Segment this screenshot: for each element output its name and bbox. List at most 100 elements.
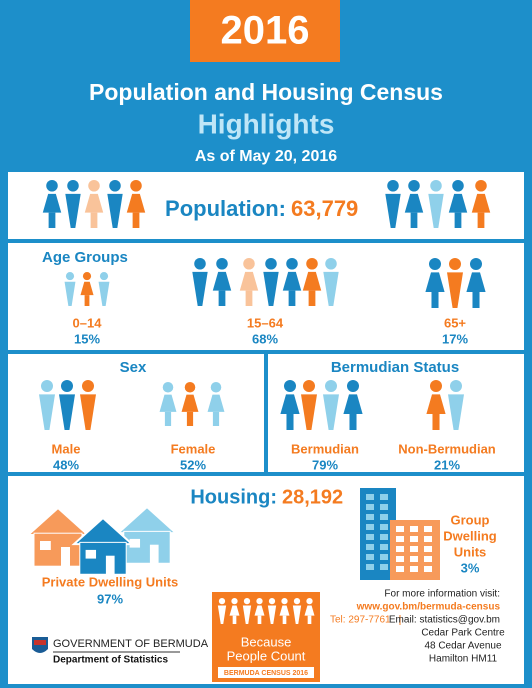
house-window [129,538,141,548]
person-head [184,382,196,393]
logo-caption: BERMUDA CENSUS 2016 [224,670,308,677]
status-label: Non-Bermudian [398,441,496,456]
age-percent: 68% [252,331,278,346]
government-logo: GOVERNMENT OF BERMUDA Department of Stat… [32,637,209,666]
year: 2016 [221,9,310,53]
status-percent: 79% [312,457,338,472]
logo-line: People Count [227,648,306,663]
building-window [380,494,388,500]
person-head [286,258,298,270]
sex-percent: 48% [53,457,79,472]
person-head [218,598,226,605]
person-head [46,180,58,192]
person-body [282,271,302,291]
person-body [98,281,110,306]
group-label: Group [451,512,490,527]
person-body [404,193,424,213]
logo-caption-box [218,667,314,678]
person-body [39,394,55,430]
person-body [217,605,227,624]
population-value: 63,779 [291,196,358,221]
person-head [162,382,174,393]
person-legs [431,291,439,308]
person-body [80,394,96,430]
status-title: Bermudian Status [331,359,459,376]
building-window [366,514,374,520]
person-head [194,258,206,270]
person-legs [218,290,226,306]
status-label: Bermudian [291,441,359,456]
person-legs [472,291,480,308]
person-body [267,605,277,624]
house-door [149,544,159,564]
building-window [366,494,374,500]
person-body [107,193,123,228]
building-window [380,564,388,570]
building-window [380,534,388,540]
person-legs [245,290,253,306]
contact-tel: Tel: 297-7761 [330,615,391,626]
group-label: Units [454,544,487,559]
building-window [396,566,404,572]
address-line: Hamilton HM11 [429,654,498,665]
building-window [380,554,388,560]
person-legs [257,615,262,624]
person-body [239,271,259,291]
building-window [396,526,404,532]
person-legs [477,212,485,228]
building-window [396,546,404,552]
person-head [347,380,359,392]
person-head [65,272,75,281]
person-body [207,394,225,412]
building-window [424,556,432,562]
building-window [410,536,418,542]
person-body [302,271,322,291]
person-head [281,598,288,605]
person-body [126,193,146,213]
person-body [466,272,486,292]
person-legs [282,615,287,624]
building-window [410,526,418,532]
address-line: Cedar Park Centre [421,628,505,639]
government: GOVERNMENT OF BERMUDA [53,638,209,650]
private-label: Private Dwelling Units [42,574,179,589]
person-legs [232,615,237,624]
person-head [265,258,277,270]
person-head [430,180,442,192]
house-window [85,549,97,559]
building-window [424,526,432,532]
person-legs [349,413,357,430]
person-body [263,271,279,306]
title: Population and Housing Census [89,79,443,105]
contact-intro: For more information visit: [384,589,500,600]
person-body [64,281,76,306]
person-body [448,394,464,430]
person-body [323,271,339,306]
person-head [475,180,487,192]
person-body [471,193,491,213]
building-window [366,534,374,540]
person-body [59,394,75,430]
person-body [301,394,317,430]
person-head [109,180,121,192]
status-percent: 21% [434,457,460,472]
person-body [385,193,401,228]
person-head [216,258,228,270]
person-head [387,180,399,192]
person-head [452,180,464,192]
group-percent: 3% [461,560,480,575]
person-legs [432,413,440,430]
building-window [366,504,374,510]
person-body [254,605,265,616]
person-head [82,272,92,281]
person-head [284,380,296,392]
person-head [99,272,109,281]
building-window [424,546,432,552]
person-head [130,180,142,192]
sex-title: Sex [120,359,147,376]
contact-url: www.gov.bm/bermuda-census [356,602,501,613]
person-head [268,598,276,605]
person-legs [186,411,194,426]
